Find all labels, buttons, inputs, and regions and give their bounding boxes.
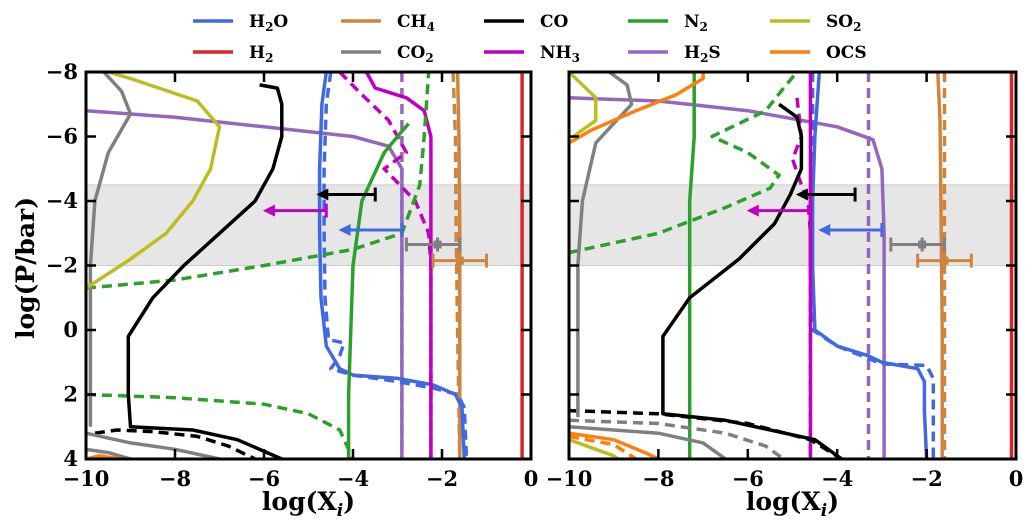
x-tick-label: −10	[546, 466, 593, 491]
x-tick-label: −6	[732, 466, 764, 491]
upper-limit-arrowhead	[795, 188, 808, 201]
upper-limit-arrowhead	[262, 204, 275, 217]
upper-limit-arrowhead	[746, 204, 759, 217]
legend-label-co2: CO2	[397, 43, 434, 65]
legend-label-ocs: OCS	[826, 43, 867, 63]
x-tick-label: −2	[426, 466, 458, 491]
legend-entry-h2s: H2S	[628, 43, 721, 65]
error-point-ch4	[916, 253, 973, 268]
legend-entry-n2: N2	[628, 12, 708, 34]
series-ocs-solid-18	[569, 72, 705, 145]
legend: H2O H2 CH4 CO2 CO NH3 N2 H2S SO2 OCS	[193, 12, 867, 65]
series-so2-solid-16	[569, 72, 598, 138]
error-point-h2o	[818, 223, 884, 238]
error-point-h2o	[338, 223, 404, 238]
upper-limit-arrowhead	[338, 224, 351, 237]
legend-label-co: CO	[540, 12, 569, 32]
error-marker	[940, 256, 949, 265]
upper-limit-arrowhead	[818, 224, 831, 237]
error-marker	[433, 240, 442, 249]
error-point-co	[795, 187, 857, 202]
error-point-co	[316, 187, 377, 202]
x-tick-label: −10	[63, 466, 110, 491]
x-tick-label: −4	[337, 466, 369, 491]
x-tick-label: 0	[1009, 466, 1024, 491]
x-tick-label: −8	[642, 466, 674, 491]
error-marker	[455, 256, 464, 265]
series-co-dashed-12	[569, 408, 843, 459]
y-tick-label: 0	[63, 317, 78, 342]
series-ch4-solid-1	[936, 72, 944, 459]
error-point-nh3	[262, 203, 328, 218]
legend-entry-co2: CO2	[341, 43, 434, 65]
x-tick-label: −8	[159, 466, 191, 491]
error-point-co2	[404, 237, 462, 252]
x-tick-label: 0	[524, 466, 539, 491]
error-marker	[918, 240, 927, 249]
series-ch4-dashed-2	[451, 72, 462, 459]
series-h2s-solid-3	[569, 96, 886, 459]
y-tick-label: 2	[63, 382, 78, 407]
series-co2-solid-13	[576, 72, 634, 418]
y-tick-label: −2	[46, 253, 78, 278]
x-axis-label-left: log(Xi)	[262, 487, 355, 521]
legend-entry-h2o: H2O	[193, 12, 288, 34]
y-axis-label: log(P/bar)	[11, 197, 40, 339]
legend-label-h2s: H2S	[684, 43, 721, 65]
shaded-pressure-band	[569, 184, 1016, 266]
series-n2-solid-9	[346, 122, 410, 459]
series-group	[569, 72, 1014, 459]
series-co2-solid-14	[569, 425, 727, 459]
legend-entry-h2: H2	[193, 43, 273, 65]
series-nh3-dashed-8	[338, 72, 433, 459]
error-point-nh3	[746, 203, 812, 218]
legend-label-h2: H2	[249, 43, 273, 65]
series-co-dashed-13	[94, 428, 256, 459]
series-ch4-solid-1	[455, 72, 462, 459]
series-n2-solid-9	[687, 72, 696, 459]
legend-entry-ocs: OCS	[770, 43, 867, 63]
x-tick-label: −4	[821, 466, 853, 491]
legend-label-nh3: NH3	[540, 43, 580, 65]
series-co-solid-12	[126, 83, 284, 459]
legend-label-so2: SO2	[826, 12, 861, 34]
series-ocs-solid-19	[569, 431, 660, 459]
upper-limit-arrowhead	[316, 188, 329, 201]
series-co2-solid-16	[86, 447, 131, 459]
left-panel: −10 −8 −6 −4 −2 0 −8 −6 −4 −2 0 2 4	[46, 59, 539, 491]
series-nh3-solid-7	[364, 72, 433, 459]
right-panel: −10 −8 −6 −4 −2 0	[546, 70, 1024, 491]
legend-entry-nh3: NH3	[484, 43, 580, 65]
x-tick-label: −2	[910, 466, 942, 491]
error-point-co2	[889, 237, 946, 252]
y-tick-label: 4	[63, 446, 78, 471]
legend-label-ch4: CH4	[397, 12, 435, 34]
series-n2-dashed-10	[86, 72, 431, 290]
shaded-pressure-band	[86, 184, 531, 266]
series-h2s-solid-3	[86, 108, 404, 459]
y-tick-label: −8	[46, 59, 78, 84]
legend-label-h2o: H2O	[249, 12, 288, 34]
series-co2-solid-15	[86, 431, 220, 459]
y-tick-label: −4	[46, 188, 78, 213]
x-axis-labels: log(Xi) log(Xi)	[262, 487, 839, 521]
series-h2o-solid-5	[810, 72, 929, 459]
legend-entry-so2: SO2	[770, 12, 861, 34]
x-axis-label-right: log(Xi)	[746, 487, 839, 521]
legend-entry-co: CO	[484, 12, 569, 32]
series-n2-dashed-10	[569, 72, 799, 255]
y-tick-label: −6	[46, 124, 78, 149]
series-so2-solid-17	[86, 72, 222, 290]
series-n2-dashed-11	[86, 392, 355, 459]
error-point-ch4	[431, 253, 488, 268]
legend-entry-ch4: CH4	[341, 12, 435, 34]
legend-label-n2: N2	[684, 12, 708, 34]
x-tick-label: −6	[248, 466, 280, 491]
series-h2o-dashed-6	[322, 72, 469, 459]
